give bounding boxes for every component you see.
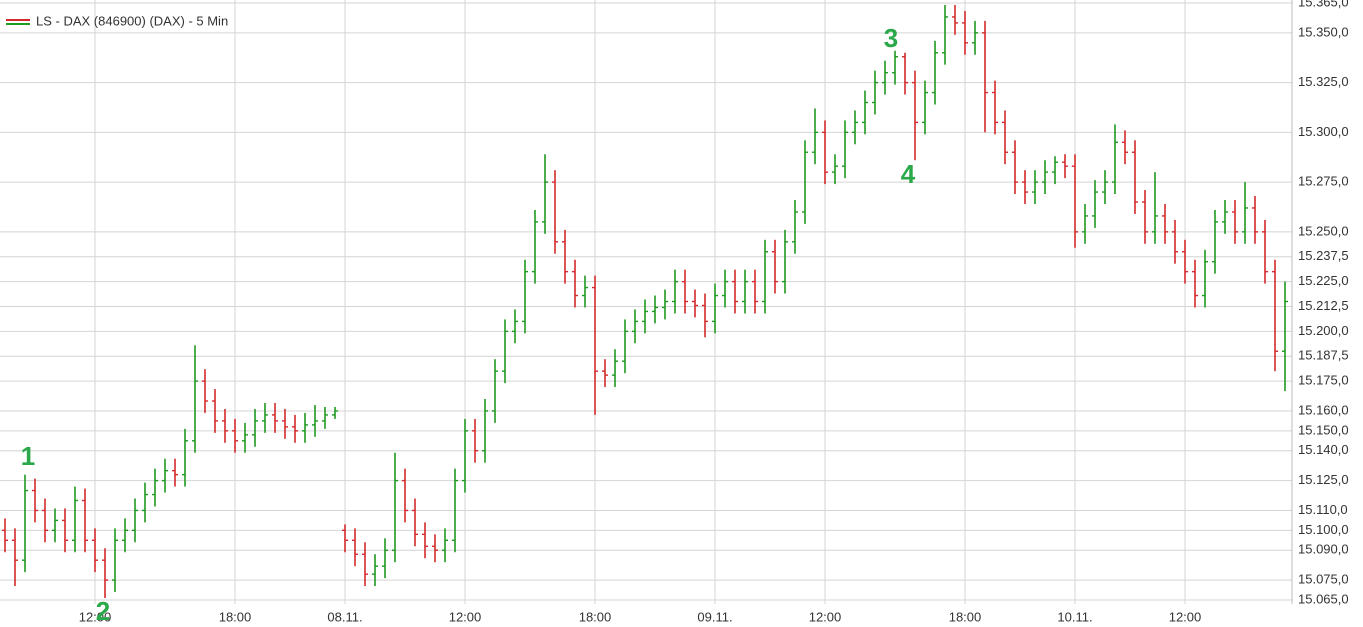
x-tick-label: 12:00 [809,609,842,624]
y-tick-label: 15.075,0 [1298,572,1349,587]
y-tick-label: 15.237,5 [1298,248,1349,263]
y-tick-label: 15.125,0 [1298,472,1349,487]
x-tick-label: 18:00 [219,609,252,624]
y-tick-label: 15.187,5 [1298,348,1349,363]
y-tick-label: 15.350,0 [1298,24,1349,39]
legend-title: LS - DAX (846900) (DAX) - 5 Min [36,13,228,28]
y-tick-label: 15.065,0 [1298,591,1349,606]
grid-layer [0,0,1293,604]
x-tick-label: 10.11. [1057,609,1092,624]
x-tick-label: 12:00 [1169,609,1202,624]
y-tick-label: 15.090,0 [1298,542,1349,557]
y-tick-label: 15.250,0 [1298,223,1349,238]
y-tick-label: 15.100,0 [1298,522,1349,537]
annotation: 1 [21,441,35,471]
y-tick-label: 15.150,0 [1298,422,1349,437]
y-tick-label: 15.212,5 [1298,298,1349,313]
x-tick-label: 08.11. [327,609,362,624]
x-tick-label: 18:00 [949,609,982,624]
y-tick-label: 15.275,0 [1298,174,1349,189]
x-tick-label: 12:00 [79,609,112,624]
x-tick-label: 18:00 [579,609,612,624]
y-tick-label: 15.160,0 [1298,402,1349,417]
y-tick-label: 15.175,0 [1298,373,1349,388]
annotation: 2 [96,596,110,626]
y-tick-label: 15.225,0 [1298,273,1349,288]
x-tick-label: 09.11. [697,609,732,624]
y-tick-label: 15.200,0 [1298,323,1349,338]
y-tick-label: 15.365,0 [1298,0,1349,9]
annotation: 4 [901,159,916,189]
y-tick-label: 15.140,0 [1298,442,1349,457]
x-tick-label: 12:00 [449,609,482,624]
y-tick-label: 15.300,0 [1298,124,1349,139]
y-tick-label: 15.325,0 [1298,74,1349,89]
annotation: 3 [884,23,898,53]
y-tick-label: 15.110,0 [1298,502,1348,517]
